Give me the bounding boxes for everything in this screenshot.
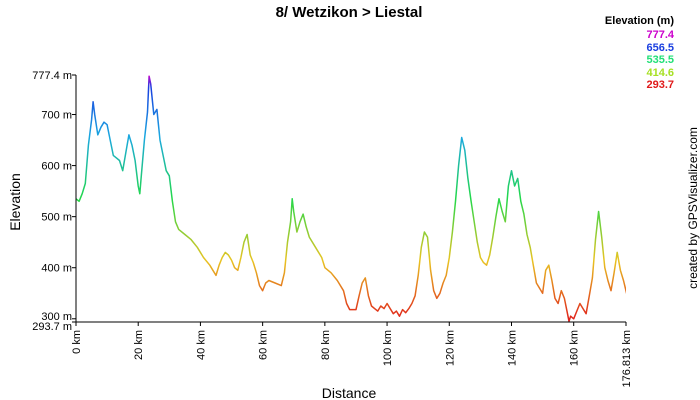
legend-title: Elevation (m) — [605, 15, 674, 27]
y-axis-label: Elevation — [7, 173, 23, 231]
x-tick-label: 160 km — [569, 330, 581, 366]
x-axis-label: Distance — [322, 385, 377, 400]
y-tick-label: 400 m — [41, 263, 72, 275]
legend-entry: 293.7 — [646, 79, 674, 91]
x-tick-label: 60 km — [258, 330, 270, 360]
x-tick-label: 100 km — [382, 330, 394, 366]
x-tick-label: 20 km — [133, 330, 145, 360]
x-tick-label: 140 km — [507, 330, 519, 366]
x-tick-label: 80 km — [320, 330, 332, 360]
y-tick-label: 500 m — [41, 212, 72, 224]
credit-text: created by GPSVisualizer.com — [686, 127, 700, 289]
y-tick-label: 700 m — [41, 110, 72, 122]
plot-area — [76, 75, 626, 323]
x-ticks: 0 km 20 km 40 km 60 km 80 km 100 km 120 km 140 … — [71, 322, 633, 387]
legend-entry: 535.5 — [646, 54, 674, 66]
legend-entry: 656.5 — [646, 42, 674, 54]
y-tick-label: 600 m — [41, 161, 72, 173]
y-tick-label: 293.7 m — [32, 321, 72, 333]
x-tick-label: 120 km — [444, 330, 456, 366]
x-tick-label: 0 km — [71, 330, 83, 354]
legend: Elevation (m) 777.4 656.5 535.5 414.6 29… — [605, 15, 675, 91]
legend-entry: 414.6 — [646, 67, 674, 79]
elevation-line — [76, 75, 626, 323]
x-tick-label: 176.813 km — [621, 330, 633, 387]
y-tick-label: 777.4 m — [32, 70, 72, 82]
legend-entry: 777.4 — [646, 29, 674, 41]
y-tick-label: 300 m — [41, 311, 72, 323]
chart-title: 8/ Wetzikon > Liestal — [276, 4, 423, 21]
x-tick-label: 40 km — [195, 330, 207, 360]
